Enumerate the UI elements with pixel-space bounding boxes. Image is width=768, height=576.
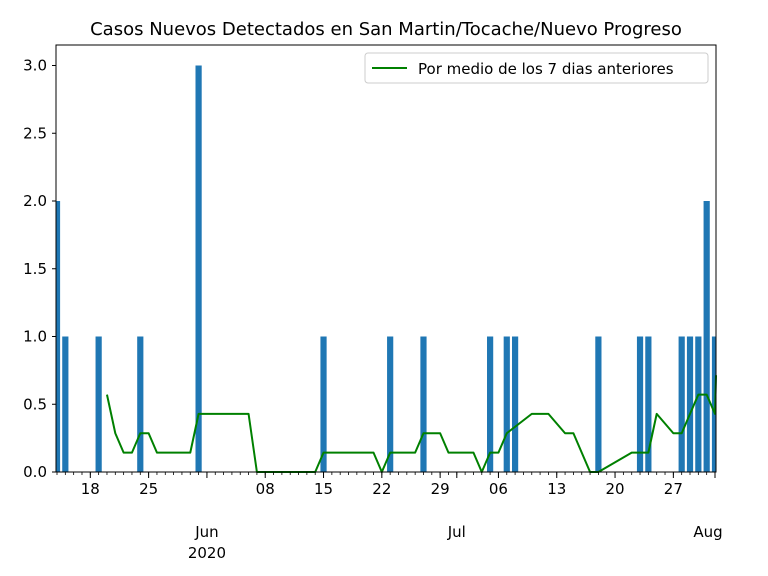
bar xyxy=(320,336,327,472)
line-layer xyxy=(105,375,717,473)
bar xyxy=(56,201,61,472)
bar xyxy=(95,336,102,472)
bar xyxy=(711,336,716,472)
bar xyxy=(636,336,644,472)
chart-title: Casos Nuevos Detectados en San Martin/To… xyxy=(90,19,682,40)
bar xyxy=(503,336,510,472)
bar xyxy=(195,65,202,472)
x-tick-label: 27 xyxy=(664,480,683,498)
x-month-label: Aug xyxy=(693,523,722,541)
y-tick-label: 0.5 xyxy=(23,395,47,413)
bar xyxy=(678,336,685,472)
bar xyxy=(137,336,144,472)
bar xyxy=(487,336,494,472)
x-tick-label: 15 xyxy=(314,480,333,498)
bar xyxy=(703,201,710,472)
x-tick-label: 25 xyxy=(139,480,158,498)
legend-box xyxy=(364,52,709,84)
y-tick-label: 2.5 xyxy=(23,124,47,142)
plot-frame xyxy=(55,44,717,473)
y-tick-label: 1.0 xyxy=(23,328,47,346)
bar xyxy=(595,336,602,472)
series-line xyxy=(105,375,717,473)
x-tick-label: 13 xyxy=(547,480,566,498)
y-tick-label: 0.0 xyxy=(23,463,47,481)
legend-label: Por medio de los 7 dias anteriores xyxy=(418,60,674,78)
x-tick-label: 18 xyxy=(81,480,100,498)
x-month-label: Jul xyxy=(447,523,466,541)
bar xyxy=(387,336,394,472)
bar xyxy=(420,336,427,472)
x-tick-label: 06 xyxy=(489,480,508,498)
bar xyxy=(512,336,519,472)
x-tick-label: 29 xyxy=(431,480,450,498)
bar xyxy=(645,336,652,472)
x-year-label: 2020 xyxy=(188,544,226,562)
y-tick-label: 3.0 xyxy=(23,57,47,75)
bar xyxy=(695,336,702,472)
ticks-layer: 0.00.51.01.52.02.53.018 25 08 15 22 29 06 13 20 2… xyxy=(23,57,723,563)
x-tick-label: 08 xyxy=(256,480,275,498)
x-tick-label: 20 xyxy=(606,480,625,498)
x-month-label: Jun xyxy=(194,523,218,541)
bar xyxy=(686,336,694,472)
legend: Por medio de los 7 dias anteriores xyxy=(364,52,709,84)
y-tick-label: 2.0 xyxy=(23,192,47,210)
x-tick-label: 22 xyxy=(372,480,391,498)
y-tick-label: 1.5 xyxy=(23,260,47,278)
bar xyxy=(62,336,69,472)
axes-layer xyxy=(55,44,717,473)
bars-layer xyxy=(56,65,716,472)
